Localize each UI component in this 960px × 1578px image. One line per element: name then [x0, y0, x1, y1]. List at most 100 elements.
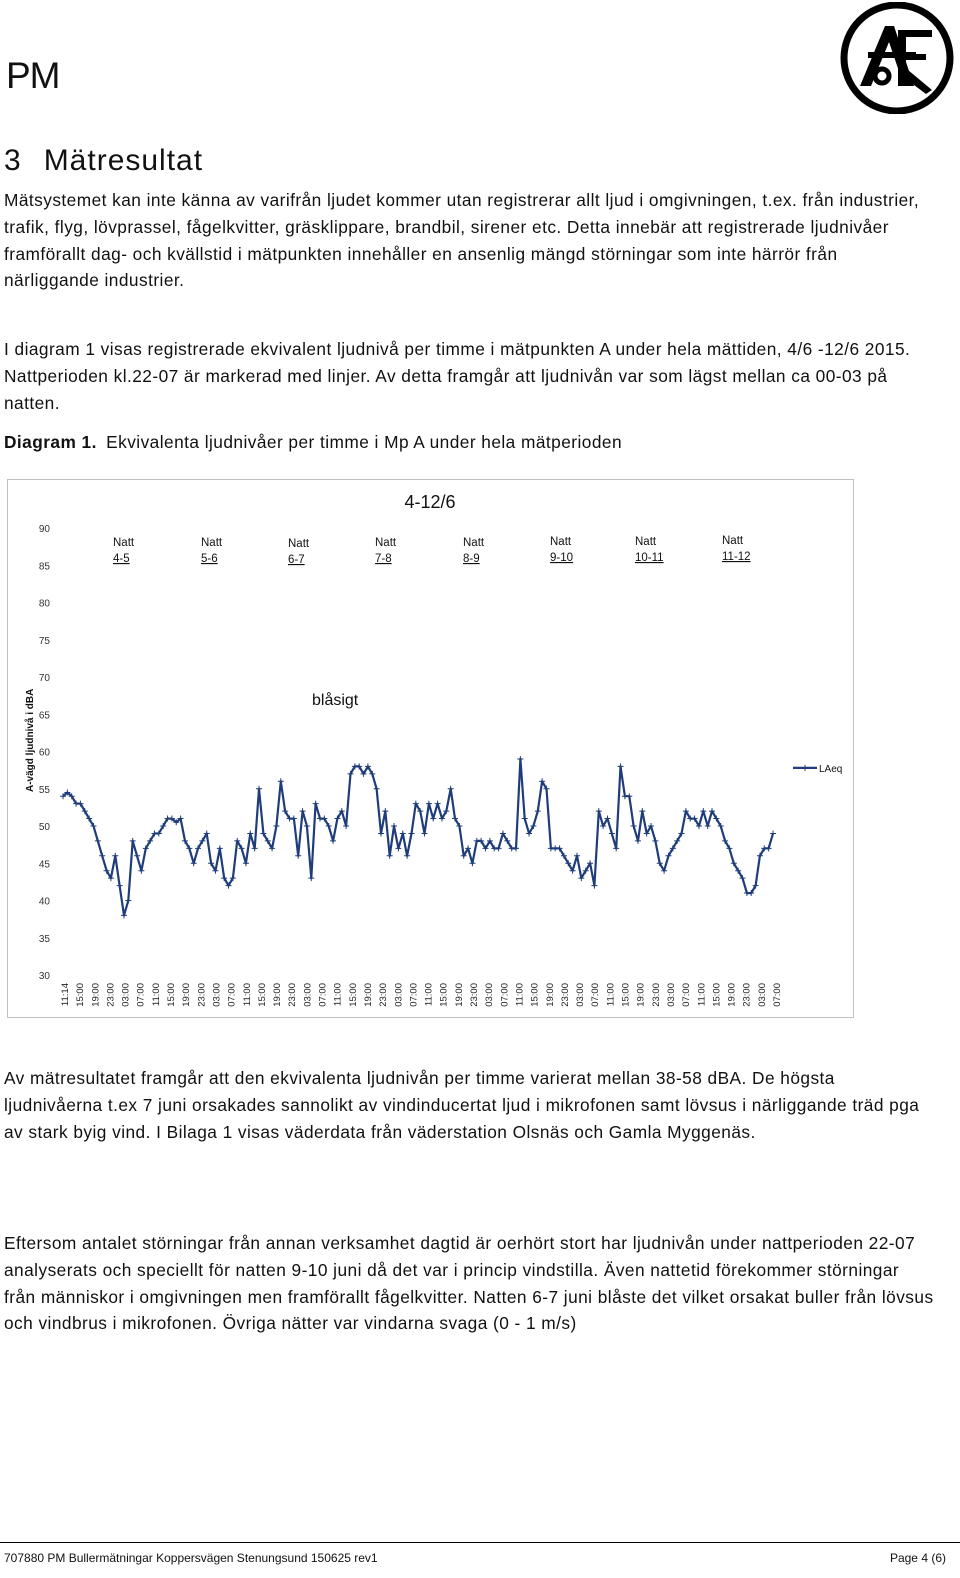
x-tick-label: 11:14 [60, 983, 71, 1006]
x-tick-label: 19:00 [90, 983, 101, 1007]
y-tick-label: 85 [39, 561, 51, 572]
data-point-marker [94, 837, 101, 844]
data-point-marker [770, 830, 776, 837]
data-point-marker [321, 815, 328, 822]
data-point-marker [765, 845, 772, 852]
data-point-marker [190, 860, 197, 867]
night-label-line1: Natt [113, 537, 135, 549]
x-tick-label: 19:00 [727, 983, 738, 1007]
data-point-marker [290, 815, 297, 822]
data-point-marker [147, 837, 154, 844]
noise-level-chart: 4-12/6 30 35 40 45 50 55 60 65 70 75 80 85 90 A-vägd l… [7, 479, 854, 1018]
x-tick-label: 15:00 [166, 983, 177, 1007]
x-tick-label: 19:00 [363, 983, 374, 1007]
night-label-line2: 10-11 [635, 552, 664, 564]
x-tick-label: 15:00 [75, 983, 86, 1007]
data-point-marker [634, 837, 641, 844]
chart-frame [7, 479, 854, 1018]
data-point-marker [543, 785, 550, 792]
data-point-marker [81, 808, 88, 815]
data-point-marker [68, 793, 75, 800]
data-point-marker [482, 845, 489, 852]
x-tick-label: 19:00 [636, 983, 647, 1007]
x-tick-label: 23:00 [378, 983, 389, 1007]
data-point-marker [452, 815, 459, 822]
data-point-marker [273, 823, 280, 829]
data-point-marker [364, 763, 371, 770]
x-tick-label: 07:00 [499, 983, 510, 1007]
data-point-marker [674, 837, 681, 844]
x-tick-label: 23:00 [105, 983, 116, 1007]
data-point-marker [565, 860, 572, 867]
y-tick-label: 90 [39, 524, 51, 535]
data-point-marker [469, 860, 476, 867]
data-point-marker [556, 845, 563, 852]
night-label-line1: Natt [288, 538, 310, 550]
x-tick-label: 11:00 [514, 983, 525, 1006]
y-tick-label: 35 [39, 934, 51, 945]
data-point-marker [264, 837, 271, 844]
data-point-marker [181, 837, 188, 844]
data-point-marker [600, 823, 607, 829]
data-point-marker [343, 823, 350, 829]
diagram-caption-label: Diagram 1. [4, 432, 97, 452]
x-tick-label: 03:00 [211, 983, 222, 1007]
data-point-marker [251, 845, 258, 852]
x-tick-label: 15:00 [348, 983, 359, 1007]
data-point-marker [578, 875, 585, 882]
data-point-marker [421, 830, 428, 837]
data-point-marker [334, 815, 341, 822]
data-point-marker [717, 823, 724, 829]
x-tick-label: 07:00 [136, 983, 147, 1007]
data-point-marker [587, 860, 594, 867]
night-label-line1: Natt [635, 536, 657, 548]
x-tick-label: 07:00 [408, 983, 419, 1007]
x-tick-label: 03:00 [757, 983, 768, 1007]
x-tick-label: 23:00 [196, 983, 207, 1007]
data-point-marker [412, 800, 419, 807]
data-point-marker [726, 845, 733, 852]
data-point-marker [103, 867, 110, 874]
x-tick-label: 07:00 [772, 983, 783, 1007]
data-point-marker [748, 890, 755, 897]
data-point-marker [177, 815, 184, 822]
data-point-marker [303, 823, 310, 829]
data-point-marker [116, 882, 123, 889]
data-point-marker [186, 845, 193, 852]
data-point-marker [238, 845, 245, 852]
x-tick-label: 11:00 [605, 983, 616, 1006]
night-label-line2: 6-7 [288, 554, 305, 566]
data-point-marker [208, 860, 215, 867]
data-point-marker [260, 830, 267, 837]
y-tick-label: 80 [39, 599, 51, 610]
legend-label-laeq: LAeq [819, 764, 842, 775]
night-label-line2: 8-9 [463, 553, 480, 565]
data-point-marker [591, 882, 598, 889]
data-point-marker [404, 852, 411, 859]
y-tick-label: 40 [39, 897, 51, 908]
intro-paragraph: Mätsystemet kan inte känna av varifrån l… [4, 190, 920, 291]
footer-document-name: 707880 PM Bullermätningar Koppersvägen S… [4, 1551, 378, 1565]
y-tick-label: 55 [39, 785, 51, 796]
data-point-marker [661, 867, 668, 874]
data-point-marker [125, 897, 132, 904]
data-point-marker [312, 800, 319, 807]
x-tick-label: 07:00 [318, 983, 329, 1007]
night-label-line1: Natt [201, 537, 223, 549]
data-point-marker [120, 912, 127, 919]
data-point-marker [212, 867, 219, 874]
data-point-marker [539, 778, 546, 785]
data-point-marker [86, 815, 93, 822]
data-point-marker [160, 823, 167, 829]
data-point-marker [430, 815, 437, 822]
data-point-marker [569, 867, 576, 874]
data-point-marker [438, 815, 445, 822]
data-point-marker [369, 770, 376, 777]
data-point-marker [173, 819, 180, 826]
data-point-marker [700, 808, 707, 815]
x-tick-label: 23:00 [560, 983, 571, 1007]
y-tick-label: 30 [39, 971, 51, 982]
data-point-marker [465, 845, 472, 852]
data-point-marker [155, 830, 162, 837]
night-analysis-paragraph: Eftersom antalet störningar från annan v… [4, 1233, 934, 1334]
